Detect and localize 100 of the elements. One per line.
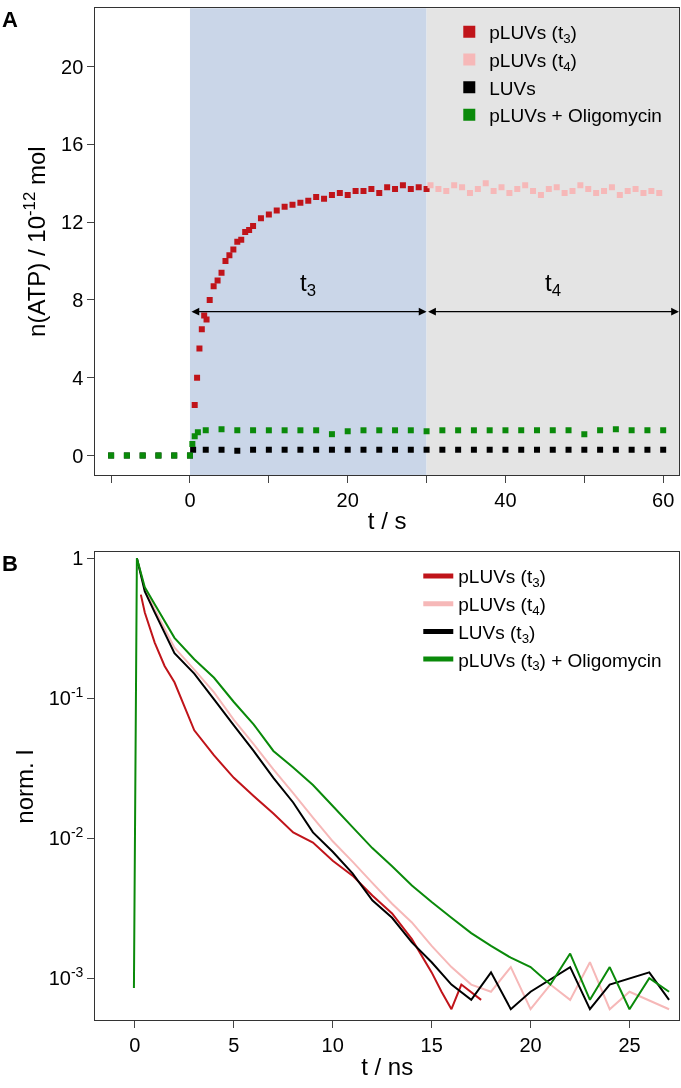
point	[407, 446, 414, 453]
point	[281, 427, 288, 434]
point	[502, 446, 509, 453]
point	[392, 427, 399, 434]
point	[537, 191, 544, 198]
point	[230, 246, 237, 253]
point	[234, 447, 241, 454]
point	[376, 190, 383, 197]
point	[206, 296, 213, 303]
point	[608, 184, 615, 191]
y-tick-label: 20	[61, 55, 84, 78]
legend-label: pLUVs (t$_{3}$) + Oligomycin	[458, 649, 662, 674]
point	[518, 446, 525, 453]
point	[384, 184, 391, 191]
point	[360, 188, 367, 195]
x-tick-label: 5	[228, 1034, 240, 1057]
point	[506, 190, 513, 197]
point	[455, 427, 462, 434]
point	[470, 446, 477, 453]
point	[210, 283, 217, 290]
legend-label: pLUVs (t$_{4}$)	[489, 49, 577, 74]
point	[549, 446, 556, 453]
point	[577, 182, 584, 189]
x-tick-label: 15	[420, 1034, 443, 1057]
point	[336, 190, 343, 197]
point	[265, 446, 272, 453]
point	[203, 316, 210, 323]
point	[545, 186, 552, 193]
point	[423, 446, 430, 453]
point	[297, 446, 304, 453]
point	[597, 427, 604, 434]
point	[234, 427, 241, 434]
point	[265, 211, 272, 218]
point	[486, 446, 493, 453]
point	[344, 428, 351, 435]
point	[455, 446, 462, 453]
point	[313, 427, 320, 434]
point	[470, 427, 477, 434]
point	[628, 427, 635, 434]
y-tick-label: 10$^{-1}$	[48, 683, 84, 710]
x-tick-label: 10	[321, 1034, 344, 1057]
legend-label: pLUVs (t$_{3}$)	[489, 22, 577, 47]
text: A	[2, 7, 18, 32]
point	[214, 277, 221, 284]
point	[612, 446, 619, 453]
point	[466, 190, 473, 197]
point	[281, 203, 288, 210]
point	[250, 427, 257, 434]
legend-label: LUVs (t$_{3}$)	[458, 621, 536, 646]
point	[321, 195, 328, 202]
point	[222, 258, 229, 265]
point	[289, 201, 296, 208]
point	[273, 207, 280, 214]
point	[190, 446, 197, 453]
point	[202, 446, 209, 453]
point	[352, 188, 359, 195]
point	[196, 345, 203, 352]
point	[498, 184, 505, 191]
point	[569, 188, 576, 195]
y-tick-label: 10$^{-2}$	[48, 823, 84, 850]
point	[392, 186, 399, 193]
text: B	[2, 551, 18, 576]
point	[451, 182, 458, 189]
point	[490, 188, 497, 195]
point	[198, 326, 205, 333]
point	[439, 446, 446, 453]
point	[250, 223, 257, 230]
y-tick-label: 0	[72, 444, 84, 467]
point	[189, 440, 196, 447]
point	[660, 446, 667, 453]
point	[581, 446, 588, 453]
point	[202, 427, 209, 434]
point	[644, 427, 651, 434]
point	[522, 182, 529, 189]
point	[656, 190, 663, 197]
band-label: t$_{3}$	[300, 269, 317, 301]
point	[281, 446, 288, 453]
point	[194, 429, 201, 436]
point	[423, 428, 430, 435]
point	[297, 427, 304, 434]
point	[624, 188, 631, 195]
point	[482, 180, 489, 187]
point	[439, 427, 446, 434]
point	[257, 215, 264, 222]
point	[218, 426, 225, 433]
point	[194, 374, 201, 381]
point	[616, 191, 623, 198]
y-tick-label: 10$^{-3}$	[48, 963, 84, 990]
point	[514, 186, 521, 193]
point	[534, 427, 540, 434]
legend-label: pLUVs (t$_{3}$)	[458, 566, 546, 591]
point	[459, 184, 466, 191]
point	[376, 427, 383, 434]
y-tick-label: 4	[72, 366, 84, 389]
x-tick-label: 40	[494, 489, 517, 512]
point	[313, 446, 320, 453]
point	[565, 427, 572, 434]
x-axis-title: t / s	[367, 507, 407, 535]
point	[407, 427, 414, 434]
y-tick-label: 16	[61, 133, 84, 156]
